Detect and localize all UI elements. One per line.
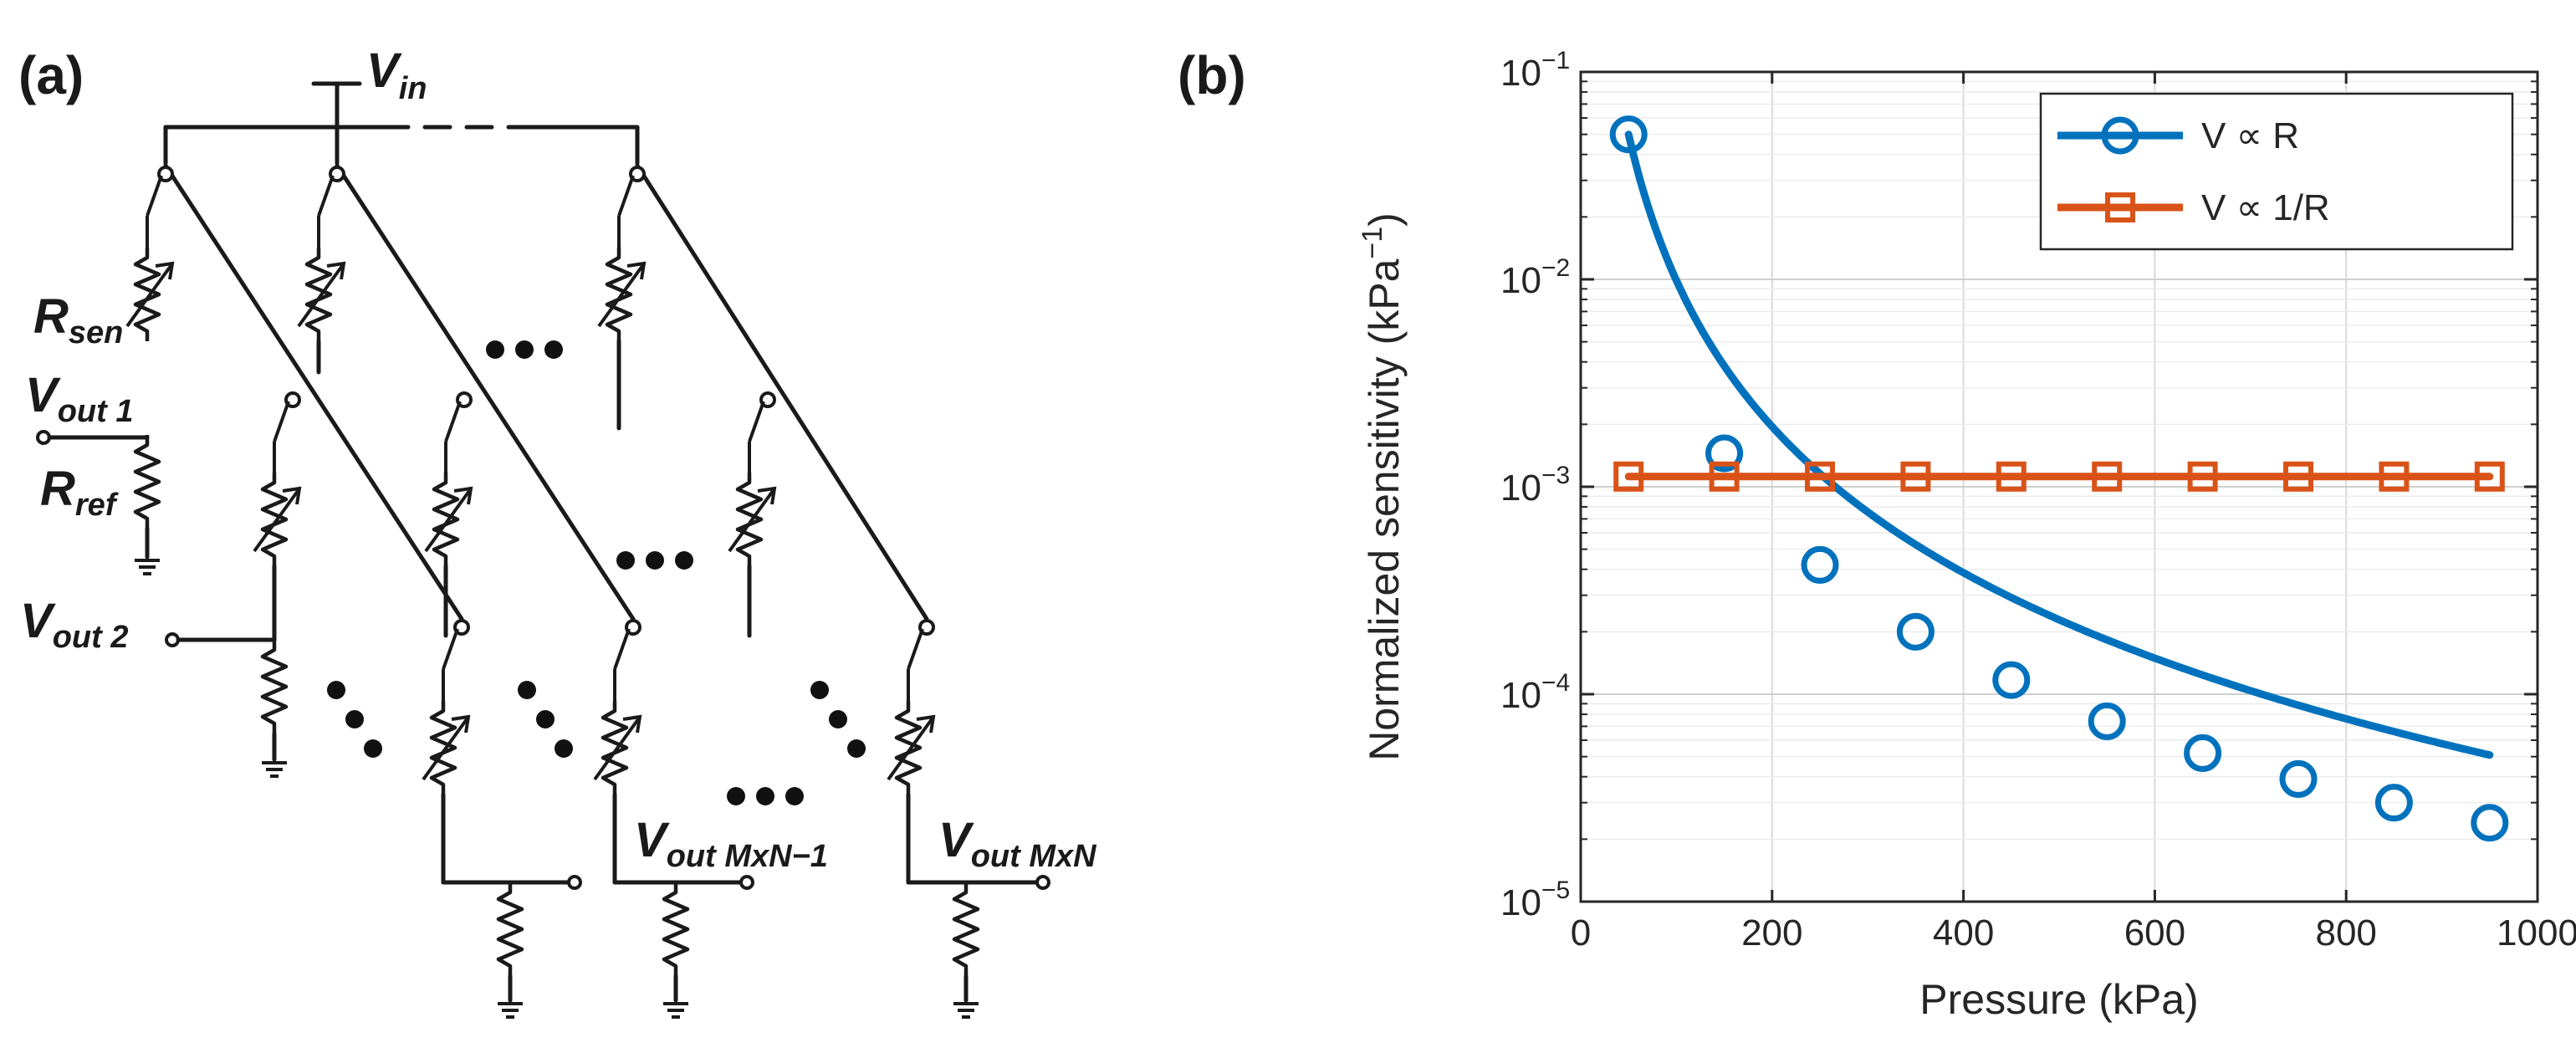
x-tick-label: 600 [2124, 912, 2185, 953]
data-point-series-0 [1992, 661, 2031, 699]
data-point-series-0 [2088, 702, 2126, 740]
vout2-label: Vout 2 [20, 594, 128, 655]
ellipsis-dot [518, 681, 536, 699]
data-point-series-1 [2092, 461, 2123, 492]
data-point-series-0 [1801, 545, 1839, 584]
data-point-series-0 [2374, 784, 2413, 822]
vout1-label: Vout 1 [25, 368, 133, 429]
ellipsis-dot [515, 340, 534, 359]
ellipsis-dot [646, 551, 664, 570]
vout-mxn-1-label: Vout MxN−1 [634, 813, 828, 874]
axis-ticks: 0 200 400 600 800 1000 10−5 10−4 10−3 10−2 10−1 [1500, 47, 2576, 953]
data-point-series-1 [1996, 461, 2027, 492]
legend-label: V ∝ R [2201, 115, 2299, 156]
data-point-series-0 [2471, 804, 2509, 842]
data-point-series-1 [1709, 461, 1740, 492]
y-tick-label: 10−1 [1500, 47, 1570, 94]
ellipsis-dot [847, 739, 866, 758]
sensitivity-chart: 0 200 400 600 800 1000 10−5 10−4 10−3 10−2 10−1 V … [1357, 47, 2576, 1023]
data-point-series-0 [1896, 612, 1935, 651]
data-point-series-0 [2184, 734, 2222, 772]
ellipsis-dot [810, 681, 829, 699]
series-line-0 [1624, 130, 2494, 759]
data-point-series-1 [2474, 461, 2505, 492]
legend-marker [2105, 192, 2135, 222]
data-point-series-1 [1900, 461, 1931, 492]
x-axis-title: Pressure (kPa) [1919, 976, 2198, 1023]
vin-label: Vin [366, 43, 427, 106]
legend-marker [2101, 116, 2139, 155]
ellipsis-dot [327, 681, 345, 699]
ellipsis-dot [675, 551, 693, 570]
data-point-series-1 [2379, 461, 2410, 492]
data-point-series-0 [1609, 115, 1648, 154]
y-axis-title: Normalized sensitivity (kPa−1) [1357, 212, 1408, 761]
ellipsis-dot [785, 787, 804, 805]
panel-b-label: (b) [1178, 45, 1246, 105]
rsen-label: Rsen [33, 289, 123, 350]
x-tick-label: 0 [1571, 912, 1591, 953]
series-layer [1609, 115, 2509, 842]
y-tick-label: 10−5 [1500, 877, 1570, 923]
data-point-series-1 [2283, 461, 2313, 492]
ellipsis-dot [364, 739, 382, 758]
x-tick-label: 400 [1933, 912, 1994, 953]
x-tick-label: 800 [2315, 912, 2376, 953]
ellipsis-dot [555, 739, 573, 758]
ellipsis-dot [829, 710, 847, 728]
data-point-series-0 [1705, 434, 1744, 473]
panel-a-label: (a) [18, 45, 84, 105]
ellipsis-dot [536, 710, 555, 728]
legend-label: V ∝ 1/R [2201, 187, 2330, 228]
ellipsis-dot [345, 710, 364, 728]
data-point-series-0 [2279, 759, 2318, 798]
circuit-diagram: (a) Vin Rsen Vout 1 [18, 43, 1097, 1019]
y-tick-label: 10−2 [1500, 254, 1570, 301]
legend: V ∝ R V ∝ 1/R [2039, 92, 2514, 251]
y-tick-label: 10−3 [1500, 462, 1570, 509]
data-point-series-1 [1805, 461, 1835, 492]
x-tick-label: 200 [1741, 912, 1802, 953]
data-point-series-1 [1613, 461, 1644, 492]
rref-label: Rref [40, 462, 119, 523]
ellipsis-dot [544, 340, 563, 359]
ellipsis-dot [756, 787, 774, 805]
ellipsis-dot [616, 551, 635, 570]
x-tick-label: 1000 [2497, 912, 2576, 953]
ellipsis-dot [486, 340, 504, 359]
ellipsis-dot [727, 787, 745, 805]
y-tick-label: 10−4 [1500, 669, 1570, 716]
vout-mxn-label: Vout MxN [938, 813, 1097, 874]
data-point-series-1 [2187, 461, 2218, 492]
